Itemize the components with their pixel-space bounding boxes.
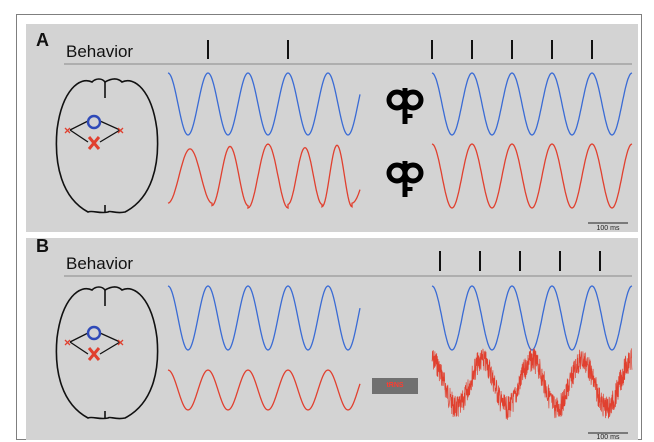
- small-electrode-icon: [64, 339, 71, 346]
- trns-stimulus-label: tRNS: [386, 382, 404, 389]
- panel-b-scale-label: 100 ms: [596, 434, 620, 441]
- panel-b-red-noisy-oscillation-right: [431, 348, 633, 420]
- panel-a-scale-label: 100 ms: [596, 225, 620, 232]
- panel-a-behavior-label: Behavior: [66, 42, 134, 61]
- trns-stimulus-box: [372, 378, 418, 394]
- panel-b-blue-oscillation-right: [431, 285, 633, 351]
- small-electrode-icon: [64, 127, 71, 134]
- panel-a-red-oscillation-left: [167, 143, 361, 210]
- anode-electrode-icon: [86, 114, 102, 130]
- brain-outline-icon: [55, 78, 159, 214]
- wind-up-key-icon: [386, 88, 424, 124]
- panel-b-red-oscillation-left: [167, 369, 361, 411]
- panel-a-letter: A: [36, 30, 49, 50]
- cathode-electrode-icon: [87, 347, 101, 361]
- panel-b-behavior-ticks: [439, 251, 601, 271]
- cathode-electrode-icon: [87, 136, 101, 150]
- brain-outline-icon: [55, 286, 159, 420]
- panel-b-background: [26, 238, 638, 440]
- panel-a-red-oscillation-right: [431, 143, 633, 209]
- anode-electrode-icon: [86, 325, 102, 341]
- panel-a-blue-oscillation-left: [167, 72, 361, 136]
- small-electrode-icon: [117, 127, 124, 134]
- wind-up-key-icon: [386, 161, 424, 197]
- panel-b-blue-oscillation-left: [167, 285, 361, 351]
- panel-a-brain-diagram: [55, 78, 159, 214]
- panel-a-blue-oscillation-right: [431, 72, 633, 136]
- panel-b-behavior-label: Behavior: [66, 254, 134, 273]
- panel-b-letter: B: [36, 236, 49, 256]
- electrode-connections: [69, 332, 121, 355]
- electrode-connections: [69, 120, 121, 143]
- panel-a-behavior-ticks: [207, 40, 593, 59]
- small-electrode-icon: [117, 339, 124, 346]
- panel-b-brain-diagram: [55, 286, 159, 420]
